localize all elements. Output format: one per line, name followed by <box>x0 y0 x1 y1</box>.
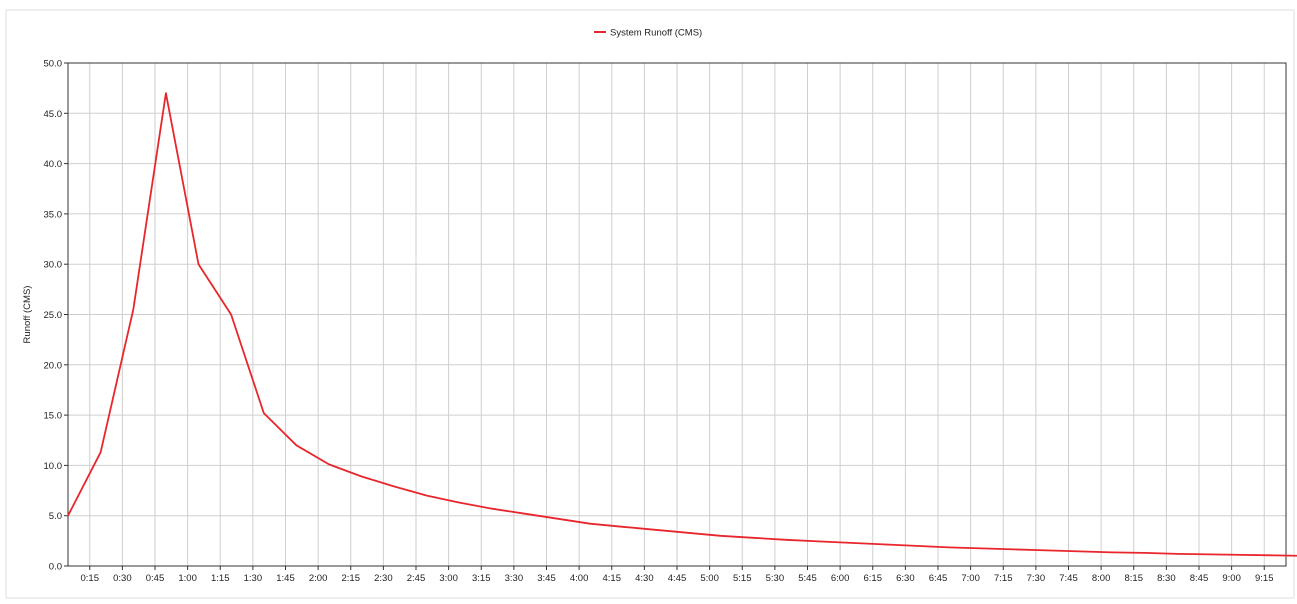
x-tick-label: 8:30 <box>1157 573 1176 584</box>
x-tick-label: 2:45 <box>407 573 426 584</box>
x-tick-label: 2:30 <box>374 573 393 584</box>
x-tick-label: 2:15 <box>342 573 361 584</box>
y-tick-label: 40.0 <box>44 159 63 170</box>
x-tick-label: 3:15 <box>472 573 491 584</box>
x-tick-label: 8:15 <box>1125 573 1144 584</box>
x-tick-label: 3:00 <box>439 573 458 584</box>
x-tick-label: 1:30 <box>244 573 263 584</box>
y-axis-ticks: 0.0 5.0 10.0 15.0 20.0 25.0 30.0 35.0 40.0 45.0 50… <box>44 59 68 573</box>
legend: System Runoff (CMS) <box>594 28 702 39</box>
y-tick-label: 25.0 <box>44 310 63 321</box>
x-tick-label: 0:45 <box>146 573 165 584</box>
y-tick-label: 5.0 <box>49 511 62 522</box>
x-tick-label: 4:45 <box>668 573 687 584</box>
y-tick-label: 30.0 <box>44 260 63 271</box>
x-tick-label: 9:00 <box>1222 573 1241 584</box>
y-tick-label: 35.0 <box>44 209 63 220</box>
x-tick-label: 5:15 <box>733 573 752 584</box>
y-tick-label: 15.0 <box>44 411 63 422</box>
series-layer <box>67 92 1297 557</box>
x-tick-label: 0:30 <box>113 573 132 584</box>
y-tick-label: 20.0 <box>44 360 63 371</box>
y-tick-label: 0.0 <box>49 562 62 573</box>
x-tick-label: 6:00 <box>831 573 850 584</box>
x-tick-label: 4:15 <box>603 573 622 584</box>
x-axis-ticks: 0:15 0:30 0:45 1:00 1:15 1:30 1:45 2:00 2:15 2:30… <box>81 566 1274 584</box>
x-tick-label: 4:30 <box>635 573 654 584</box>
x-tick-label: 9:15 <box>1255 573 1274 584</box>
x-tick-label: 6:30 <box>896 573 915 584</box>
x-tick-label: 3:30 <box>505 573 524 584</box>
x-tick-label: 7:00 <box>961 573 980 584</box>
x-tick-label: 2:00 <box>309 573 328 584</box>
x-tick-label: 6:45 <box>929 573 948 584</box>
x-tick-label: 5:00 <box>700 573 719 584</box>
y-tick-label: 45.0 <box>44 109 63 120</box>
series-line-system-runoff <box>67 92 1297 557</box>
y-tick-label: 10.0 <box>44 461 63 472</box>
x-tick-label: 1:15 <box>211 573 230 584</box>
x-tick-label: 7:45 <box>1059 573 1078 584</box>
legend-label-system-runoff: System Runoff (CMS) <box>610 28 702 39</box>
x-tick-label: 3:45 <box>537 573 556 584</box>
y-tick-label: 50.0 <box>44 59 63 70</box>
x-tick-label: 0:15 <box>81 573 100 584</box>
y-axis-label: Runoff (CMS) <box>22 286 33 344</box>
x-tick-label: 4:00 <box>570 573 589 584</box>
x-tick-label: 5:30 <box>766 573 785 584</box>
x-tick-label: 5:45 <box>798 573 817 584</box>
x-tick-label: 1:00 <box>178 573 197 584</box>
x-tick-label: 8:45 <box>1190 573 1209 584</box>
x-tick-label: 8:00 <box>1092 573 1111 584</box>
x-tick-label: 7:15 <box>994 573 1013 584</box>
x-tick-label: 6:15 <box>864 573 883 584</box>
x-tick-label: 7:30 <box>1027 573 1046 584</box>
x-tick-label: 1:45 <box>276 573 295 584</box>
